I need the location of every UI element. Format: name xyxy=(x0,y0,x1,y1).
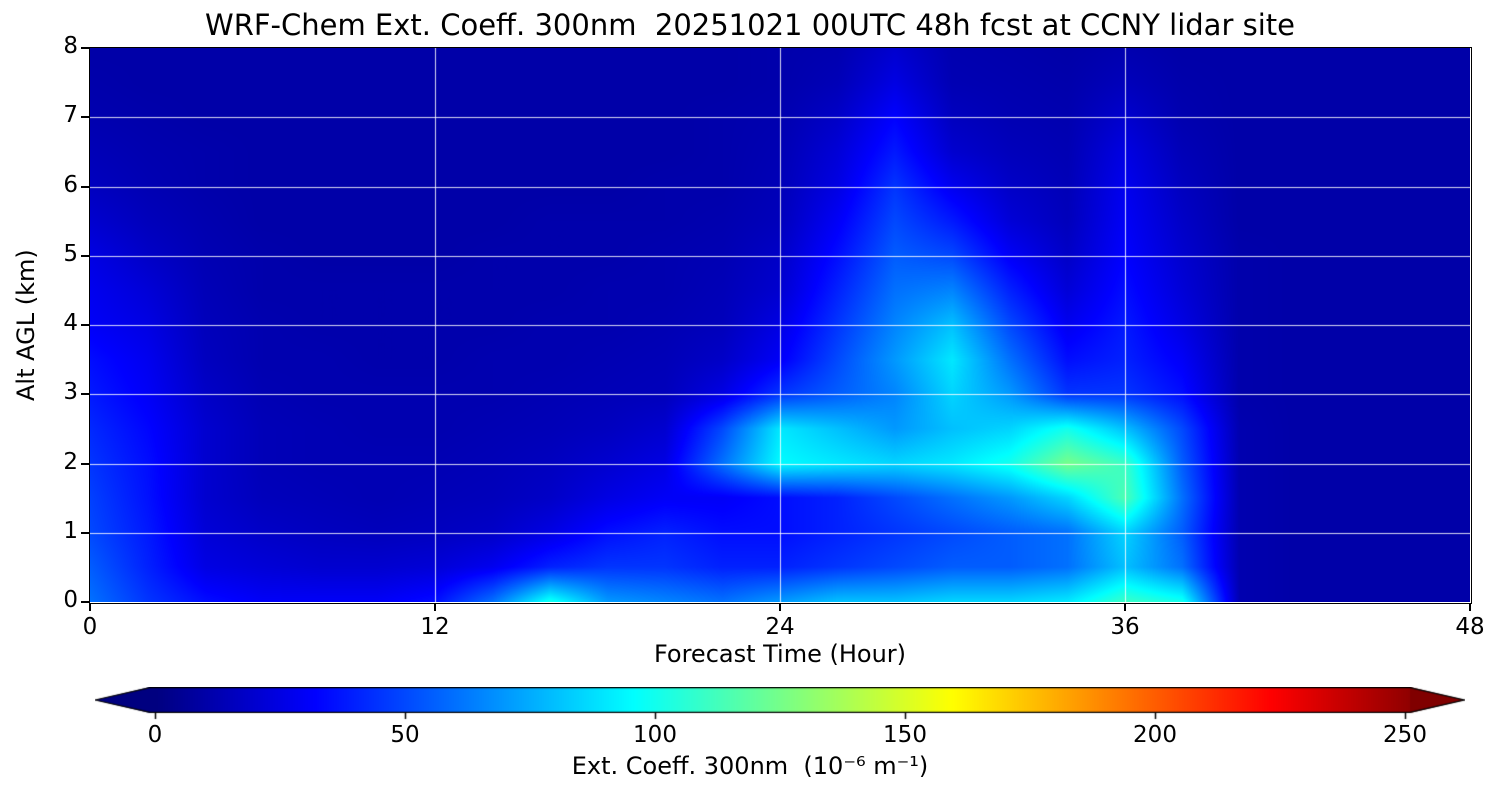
y-tick-mark xyxy=(81,531,89,534)
colorbar-canvas xyxy=(95,687,1465,720)
heatmap-canvas xyxy=(90,48,1470,602)
colorbar-label: Ext. Coeff. 300nm (10⁻⁶ m⁻¹) xyxy=(571,752,929,780)
colorbar-tick-label: 150 xyxy=(883,722,927,748)
y-tick-label: 1 xyxy=(63,517,78,544)
y-tick-mark xyxy=(81,393,89,396)
y-tick-label: 7 xyxy=(63,102,78,129)
y-tick-label: 0 xyxy=(63,587,78,613)
x-tick-mark xyxy=(434,603,436,611)
x-tick-mark xyxy=(89,603,91,611)
colorbar-tick-label: 200 xyxy=(1133,722,1177,748)
colorbar-tick-label: 250 xyxy=(1383,722,1427,748)
x-tick-label: 0 xyxy=(82,614,98,640)
y-tick-mark xyxy=(81,185,89,188)
colorbar-tick-label: 50 xyxy=(390,722,420,748)
x-tick-label: 12 xyxy=(420,614,450,640)
y-tick-mark xyxy=(81,47,89,49)
y-tick-mark xyxy=(81,601,89,603)
x-tick-label: 48 xyxy=(1455,614,1485,640)
y-tick-label: 2 xyxy=(63,448,78,475)
y-tick-mark xyxy=(81,324,89,326)
x-tick-mark xyxy=(779,603,781,611)
y-tick-mark xyxy=(81,116,89,119)
y-tick-mark xyxy=(81,254,89,257)
y-tick-label: 8 xyxy=(63,33,78,59)
y-tick-label: 3 xyxy=(63,379,78,406)
y-tick-mark xyxy=(81,462,89,465)
y-axis-label: Alt AGL (km) xyxy=(12,249,40,401)
y-tick-label: 4 xyxy=(63,310,78,336)
x-tick-mark xyxy=(1469,603,1471,611)
x-tick-mark xyxy=(1124,603,1126,611)
x-tick-label: 36 xyxy=(1110,614,1140,640)
chart-title: WRF-Chem Ext. Coeff. 300nm 20251021 00UT… xyxy=(205,8,1295,42)
colorbar-tick-label: 100 xyxy=(633,722,677,748)
y-tick-label: 6 xyxy=(63,171,78,198)
y-tick-label: 5 xyxy=(63,240,78,267)
x-tick-label: 24 xyxy=(765,614,795,640)
x-axis-label: Forecast Time (Hour) xyxy=(653,640,907,668)
colorbar-tick-label: 0 xyxy=(147,722,163,748)
